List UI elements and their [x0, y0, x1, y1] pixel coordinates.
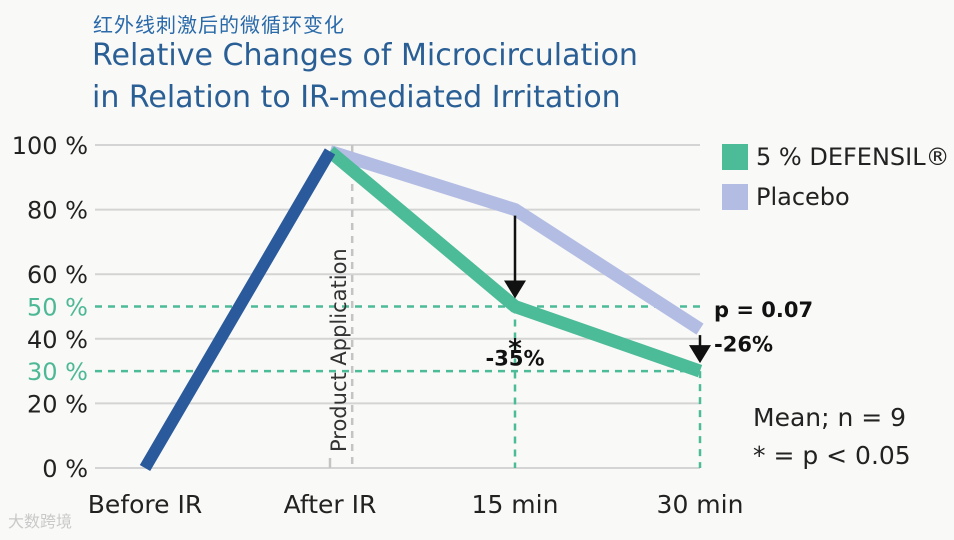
watermark-text: 大数跨境 — [8, 512, 73, 531]
chart-title-line-1: Relative Changes of Microcirculation — [92, 38, 638, 73]
y-tick-label: 100 % — [12, 132, 88, 160]
difference-arrow-head — [504, 280, 526, 299]
annotation-label: p = 0.07 — [714, 298, 813, 322]
annotation-label: -26% — [714, 332, 773, 356]
annotation-label: -35% — [486, 346, 545, 370]
legend-label-placebo: Placebo — [756, 183, 850, 211]
annotation-label: * — [508, 334, 522, 364]
x-tick-label: 30 min — [657, 490, 744, 519]
x-tick-label: 15 min — [472, 490, 559, 519]
y-tick-label: 60 % — [27, 261, 88, 289]
y-tick-label: 80 % — [27, 197, 88, 225]
legend-item-defensil: 5 % DEFENSIL® — [722, 137, 950, 177]
legend-swatch-placebo — [722, 184, 748, 210]
product-application-label: Product Application — [327, 248, 351, 452]
y-tick-label: 20 % — [27, 390, 88, 418]
chart-title-line-2: in Relation to IR-mediated Irritation — [92, 80, 621, 115]
series-line-defensil — [325, 146, 703, 378]
series-line-placebo — [328, 145, 704, 335]
x-tick-label: Before IR — [88, 490, 202, 519]
y-tick-label: 0 % — [42, 455, 88, 483]
difference-arrow-head — [689, 345, 711, 364]
y-tick-label: 30 % — [27, 358, 88, 386]
chart-title-chinese: 红外线刺激后的微循环变化 — [93, 13, 345, 37]
legend-swatch-defensil — [722, 144, 748, 170]
chart-legend: 5 % DEFENSIL® Placebo — [722, 137, 950, 217]
stats-note-significance: * = p < 0.05 — [753, 441, 911, 470]
stats-note-mean: Mean; n = 9 — [753, 403, 907, 432]
y-tick-label: 40 % — [27, 326, 88, 354]
y-tick-label: 50 % — [27, 294, 88, 322]
x-tick-label: After IR — [284, 490, 377, 519]
series-line-ir-baseline — [139, 148, 336, 472]
legend-item-placebo: Placebo — [722, 177, 950, 217]
legend-label-defensil: 5 % DEFENSIL® — [756, 143, 950, 171]
